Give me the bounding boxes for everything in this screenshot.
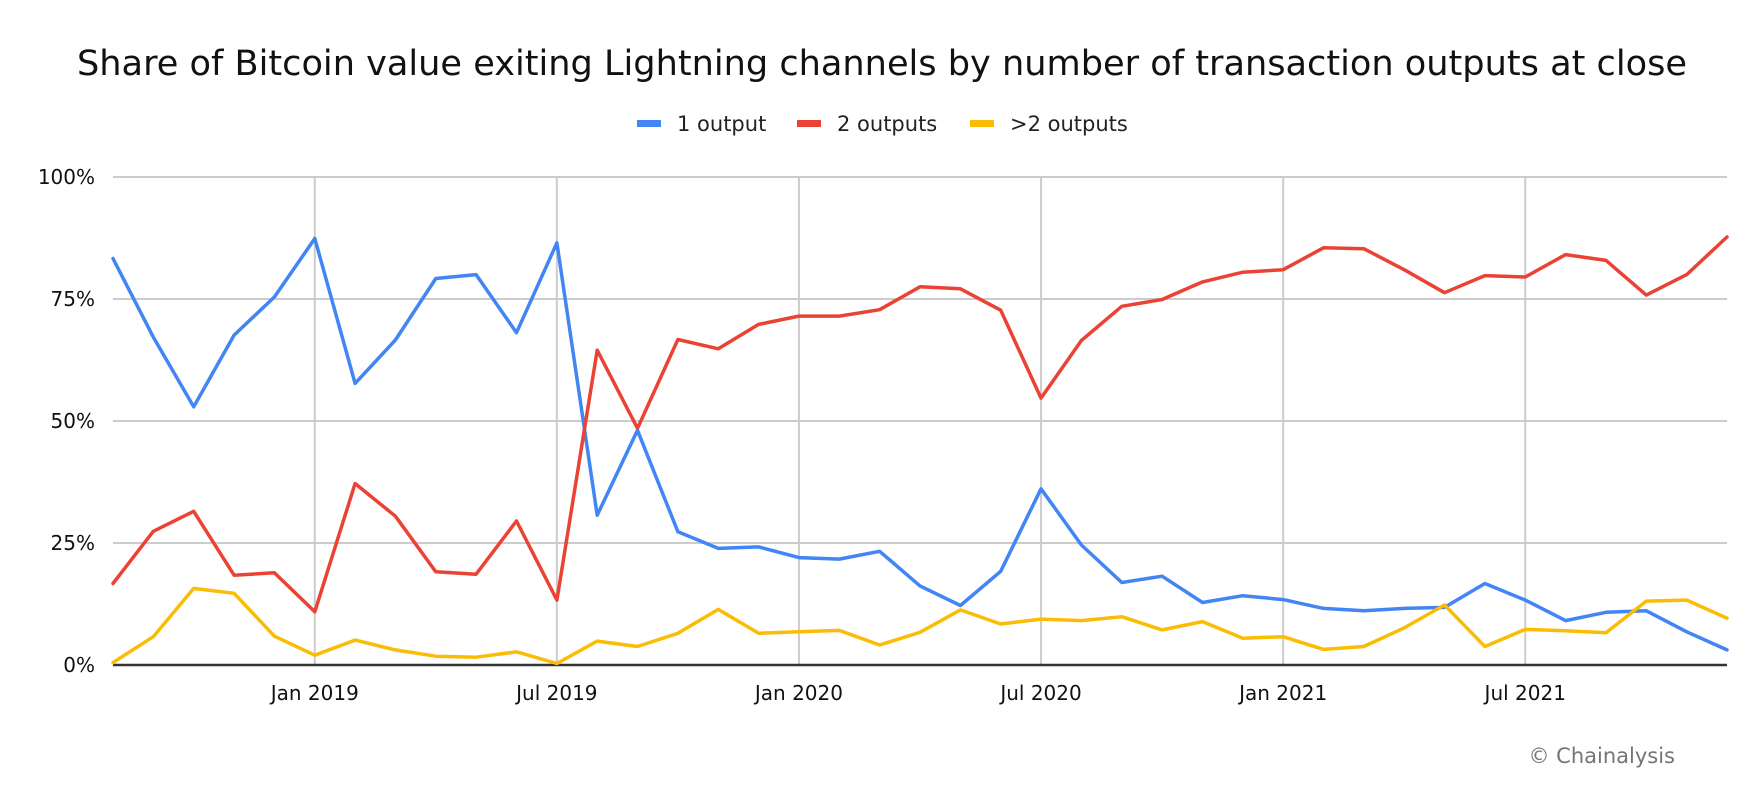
- y-tick-label: 100%: [38, 165, 95, 189]
- legend-item[interactable]: >2 outputs: [970, 112, 1128, 136]
- series-1: [111, 236, 1729, 652]
- x-tick-label: Jul 2019: [514, 681, 597, 705]
- chainalysis-credit: © Chainalysis: [1528, 744, 1675, 768]
- x-tick-label: Jul 2021: [1483, 681, 1566, 705]
- series-line: [111, 235, 1729, 614]
- chart-title: Share of Bitcoin value exiting Lightning…: [77, 44, 1687, 84]
- y-axis: 0% 25% 50% 75% 100%: [38, 165, 95, 677]
- series-line: [111, 586, 1729, 666]
- legend-item[interactable]: 1 output: [637, 112, 766, 136]
- y-tick-label: 50%: [51, 409, 95, 433]
- y-tick-label: 0%: [63, 653, 95, 677]
- x-axis: Jan 2019 Jul 2019 Jan 2020 Jul 2020 Jan 2021…: [113, 663, 1727, 705]
- gridlines: [113, 176, 1727, 665]
- legend-swatch: [970, 120, 994, 127]
- x-tick-label: Jan 2020: [753, 681, 843, 705]
- legend-label: 2 outputs: [837, 112, 937, 136]
- x-tick-label: Jan 2021: [1237, 681, 1327, 705]
- series-layer: [111, 235, 1729, 666]
- x-tick-label: Jul 2020: [998, 681, 1081, 705]
- x-tick-label: Jan 2019: [269, 681, 359, 705]
- legend-swatch: [797, 120, 821, 127]
- legend-swatch: [637, 120, 661, 127]
- series-2: [111, 235, 1729, 614]
- y-tick-label: 75%: [51, 287, 95, 311]
- legend-item[interactable]: 2 outputs: [797, 112, 937, 136]
- y-tick-label: 25%: [51, 531, 95, 555]
- series-line: [111, 236, 1729, 652]
- legend: 1 output 2 outputs >2 outputs: [637, 112, 1128, 136]
- legend-label: 1 output: [677, 112, 766, 136]
- series-3: [111, 586, 1729, 666]
- legend-label: >2 outputs: [1010, 112, 1128, 136]
